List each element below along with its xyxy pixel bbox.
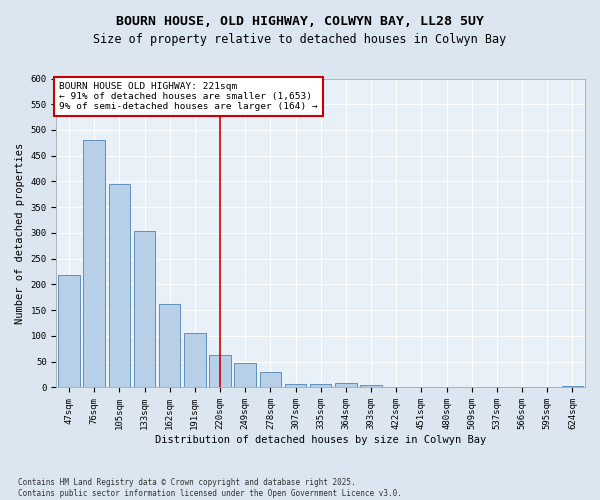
Bar (159, 304, 181, 388)
Bar (109, 184, 130, 388)
Bar (335, 383, 356, 388)
Text: Size of property relative to detached houses in Colwyn Bay: Size of property relative to detached ho… (94, 32, 506, 46)
X-axis label: Distribution of detached houses by size in Colwyn Bay: Distribution of detached houses by size … (155, 435, 487, 445)
Bar (134, 232, 155, 388)
Bar (361, 385, 382, 388)
Bar (310, 384, 331, 388)
Bar (83, 140, 105, 388)
Bar (562, 386, 583, 388)
Bar (410, 387, 432, 388)
Bar (184, 334, 206, 388)
Bar (209, 355, 231, 388)
Bar (58, 275, 80, 388)
Bar (285, 384, 306, 388)
Bar (386, 387, 407, 388)
Text: BOURN HOUSE, OLD HIGHWAY, COLWYN BAY, LL28 5UY: BOURN HOUSE, OLD HIGHWAY, COLWYN BAY, LL… (116, 15, 484, 28)
Text: BOURN HOUSE OLD HIGHWAY: 221sqm
← 91% of detached houses are smaller (1,653)
9% : BOURN HOUSE OLD HIGHWAY: 221sqm ← 91% of… (59, 82, 318, 112)
Bar (235, 364, 256, 388)
Y-axis label: Number of detached properties: Number of detached properties (15, 142, 25, 324)
Bar (486, 387, 508, 388)
Text: Contains HM Land Registry data © Crown copyright and database right 2025.
Contai: Contains HM Land Registry data © Crown c… (18, 478, 402, 498)
Bar (260, 372, 281, 388)
Bar (436, 387, 457, 388)
